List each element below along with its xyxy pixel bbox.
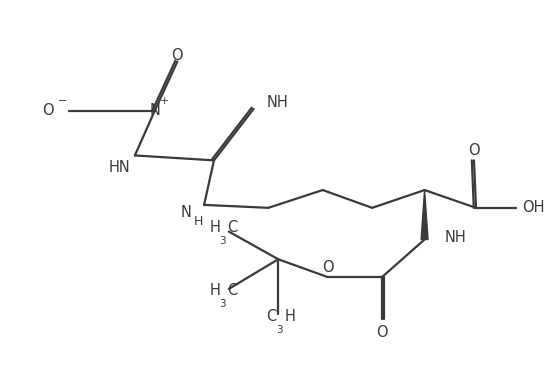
Text: C: C <box>266 309 276 324</box>
Text: H: H <box>210 220 221 235</box>
Text: −: − <box>58 96 68 106</box>
Text: H: H <box>284 309 295 324</box>
Text: H: H <box>194 215 204 228</box>
Text: O: O <box>172 48 183 63</box>
Text: OH: OH <box>522 200 545 215</box>
Text: NH: NH <box>266 94 288 110</box>
Text: O: O <box>42 103 54 118</box>
Text: 3: 3 <box>219 299 225 309</box>
Text: C: C <box>227 220 237 235</box>
Text: C: C <box>227 283 237 298</box>
Text: 3: 3 <box>276 325 283 334</box>
Text: NH: NH <box>444 230 466 245</box>
Text: O: O <box>468 143 480 158</box>
Text: +: + <box>160 96 169 106</box>
Text: N: N <box>149 103 160 118</box>
Polygon shape <box>421 190 428 240</box>
Text: O: O <box>322 260 333 275</box>
Text: 3: 3 <box>219 236 225 245</box>
Text: HN: HN <box>108 160 130 175</box>
Text: O: O <box>376 325 388 340</box>
Text: N: N <box>180 205 191 220</box>
Text: H: H <box>210 283 221 298</box>
